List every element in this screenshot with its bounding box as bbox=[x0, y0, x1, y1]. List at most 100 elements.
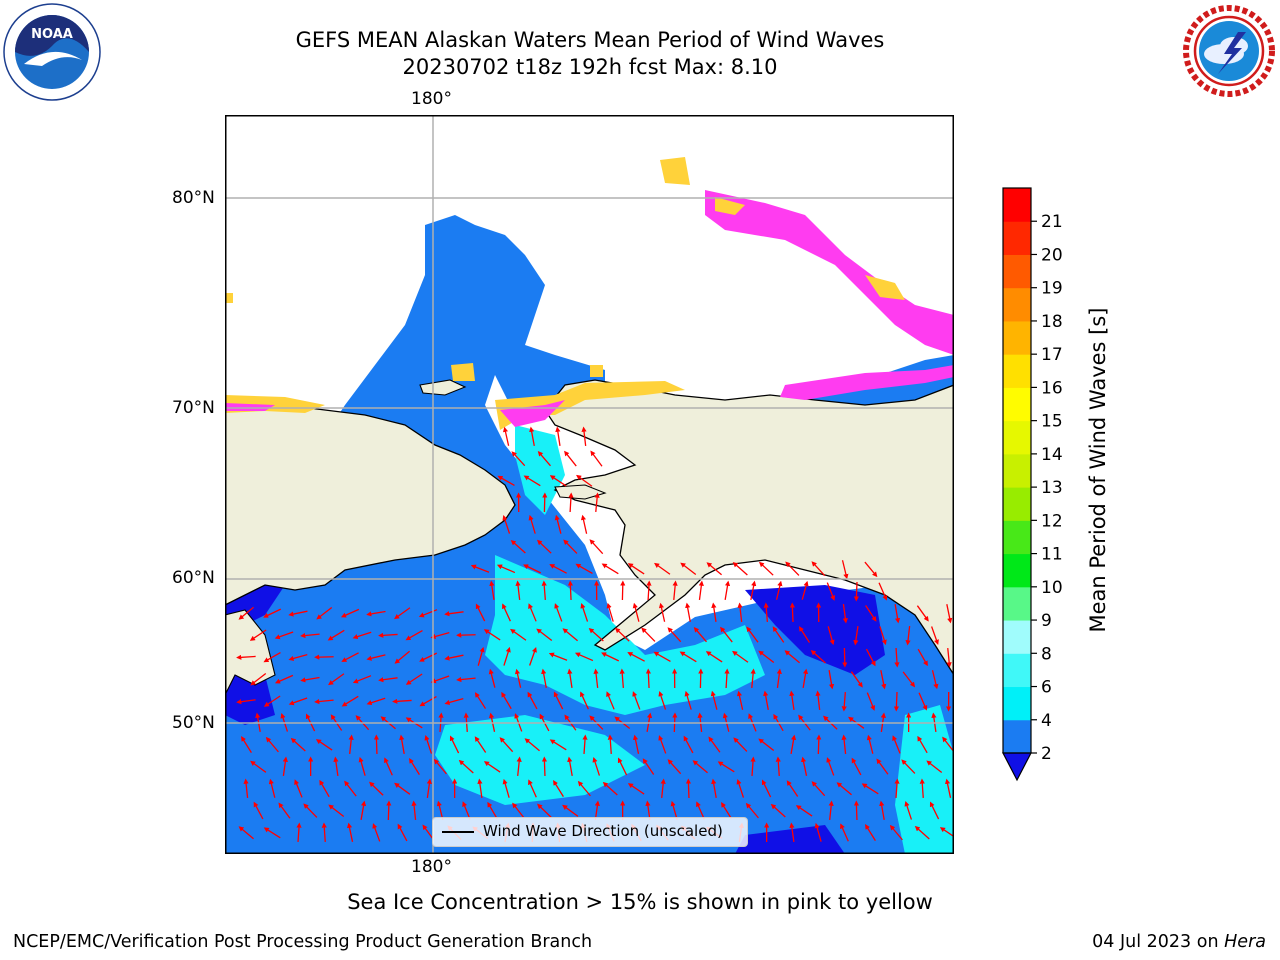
colorbar-tick-label: 19 bbox=[1041, 279, 1063, 299]
sea-ice-band bbox=[500, 400, 565, 427]
wind-wave-arrow bbox=[502, 514, 511, 534]
colorbar-tick-label: 9 bbox=[1041, 611, 1052, 631]
wind-wave-arrow bbox=[497, 475, 515, 486]
wind-wave-arrow bbox=[904, 800, 913, 820]
wind-wave-arrow bbox=[527, 691, 538, 710]
colorbar-under-arrow bbox=[1002, 752, 1032, 782]
legend-line-icon bbox=[442, 831, 474, 833]
colorbar-tick-label: 14 bbox=[1041, 445, 1063, 465]
wind-wave-arrow bbox=[503, 646, 511, 666]
wind-wave-arrow bbox=[632, 734, 640, 754]
chart-subtitle: 20230702 t18z 192h fcst Max: 8.10 bbox=[402, 55, 778, 79]
wind-wave-arrow bbox=[328, 673, 345, 686]
wind-wave-arrow bbox=[798, 626, 811, 643]
wind-wave-arrow bbox=[590, 450, 603, 467]
wind-wave-arrow bbox=[333, 756, 339, 777]
wind-wave-arrow bbox=[758, 561, 774, 576]
wind-wave-arrow bbox=[826, 582, 836, 601]
wind-wave-arrow bbox=[419, 695, 437, 707]
wind-wave-arrow bbox=[366, 697, 386, 706]
wind-wave-arrow bbox=[409, 758, 420, 775]
wind-wave-arrow bbox=[303, 803, 318, 818]
wind-wave-arrow bbox=[679, 651, 697, 663]
wind-wave-arrow bbox=[541, 756, 548, 777]
wind-wave-arrow bbox=[378, 632, 398, 638]
wind-wave-arrow bbox=[549, 475, 567, 487]
wind-wave-arrow bbox=[917, 648, 928, 667]
wind-wave-arrow bbox=[642, 758, 655, 775]
colorbar-tick-label: 4 bbox=[1041, 711, 1052, 731]
wind-wave-arrow bbox=[842, 603, 848, 624]
wind-wave-arrow bbox=[236, 654, 256, 660]
wind-wave-arrow bbox=[384, 757, 393, 776]
footer-on: on bbox=[1196, 932, 1219, 952]
wind-wave-arrow bbox=[470, 564, 490, 573]
wind-wave-arrow bbox=[563, 539, 578, 554]
wind-wave-arrow bbox=[274, 674, 294, 684]
wind-wave-arrow bbox=[667, 627, 682, 643]
wind-wave-arrow bbox=[645, 800, 651, 821]
footer-date-text: 04 Jul 2023 bbox=[1092, 932, 1192, 952]
wind-wave-arrow bbox=[567, 668, 573, 688]
wind-wave-arrow bbox=[516, 756, 522, 777]
wind-wave-arrow bbox=[523, 564, 542, 574]
wind-wave-arrow bbox=[265, 736, 279, 753]
wind-wave-arrow bbox=[627, 783, 645, 795]
wind-wave-arrow bbox=[902, 671, 916, 688]
wind-wave-arrow bbox=[300, 676, 320, 683]
wind-wave-arrow bbox=[405, 629, 423, 641]
wind-wave-arrow bbox=[617, 757, 628, 776]
wind-wave-arrow bbox=[645, 668, 651, 689]
wind-wave-arrow bbox=[580, 691, 589, 710]
wind-wave-arrow bbox=[568, 492, 574, 513]
wind-wave-arrow bbox=[816, 734, 822, 755]
ocean-4-6 bbox=[435, 715, 645, 805]
colorbar-tick-label: 10 bbox=[1041, 578, 1063, 598]
wind-wave-arrow bbox=[577, 780, 591, 797]
wind-wave-arrow bbox=[851, 757, 862, 776]
wind-wave-arrow bbox=[627, 652, 645, 662]
colorbar-band bbox=[1003, 287, 1031, 322]
wind-wave-arrow bbox=[814, 822, 822, 842]
wind-wave-arrow bbox=[685, 778, 692, 799]
lat-label-50n: 50°N bbox=[172, 713, 215, 733]
wind-wave-arrow bbox=[449, 735, 460, 754]
wind-wave-arrow bbox=[373, 734, 380, 755]
wind-wave-arrow bbox=[841, 734, 847, 755]
wind-wave-arrow bbox=[763, 602, 769, 623]
wind-wave-arrow bbox=[826, 757, 835, 776]
wind-wave-arrow bbox=[660, 778, 666, 799]
wind-wave-arrow bbox=[865, 648, 876, 667]
wind-wave-arrow bbox=[720, 626, 733, 643]
wind-wave-arrow bbox=[893, 691, 900, 712]
wind-wave-arrow bbox=[249, 629, 267, 641]
wind-wave-arrow bbox=[892, 735, 901, 754]
wind-wave-arrow bbox=[721, 802, 732, 819]
wind-wave-arrow bbox=[795, 805, 813, 817]
wind-wave-arrow bbox=[487, 801, 498, 820]
wind-wave-arrow bbox=[815, 690, 821, 711]
wind-wave-arrow bbox=[594, 492, 600, 513]
wind-wave-arrow bbox=[789, 602, 795, 623]
wind-wave-arrow bbox=[263, 608, 282, 618]
wind-wave-arrow bbox=[510, 540, 526, 554]
wind-wave-arrow bbox=[430, 675, 450, 684]
wind-wave-arrow bbox=[736, 690, 744, 710]
ocean-2-4 bbox=[225, 215, 954, 854]
colorbar-tick-label: 8 bbox=[1041, 644, 1052, 664]
wind-wave-arrow bbox=[929, 801, 940, 820]
wind-wave-arrow bbox=[672, 580, 678, 601]
wind-wave-arrow bbox=[316, 606, 333, 620]
colorbar-band bbox=[1003, 188, 1031, 222]
wind-wave-arrow bbox=[341, 652, 359, 662]
wind-wave-arrow bbox=[554, 514, 562, 534]
wind-wave-arrow bbox=[562, 804, 579, 817]
wind-wave-arrow bbox=[528, 779, 537, 798]
wind-wave-arrow bbox=[511, 451, 526, 467]
wind-wave-arrow bbox=[549, 739, 567, 751]
wind-wave-arrow bbox=[683, 735, 694, 754]
wind-wave-arrow bbox=[424, 734, 433, 754]
colorbar-tick-label: 16 bbox=[1041, 378, 1063, 398]
wind-wave-arrow bbox=[711, 602, 717, 622]
wind-wave-arrow bbox=[944, 778, 952, 798]
